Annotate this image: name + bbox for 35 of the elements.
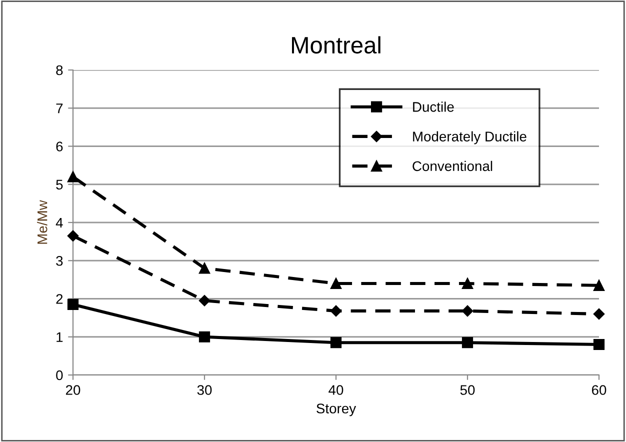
y-tick-label: 4 [56,218,63,228]
y-tick-label: 1 [56,332,63,342]
point [67,298,79,310]
y-tick-label: 5 [56,180,63,190]
point [593,338,605,350]
point [67,171,79,182]
legend-label: Conventional [412,160,492,172]
legend-label: Moderately Ductile [413,131,526,144]
x-tick-label: 30 [197,385,212,395]
x-axis-title: Storey [316,404,356,416]
y-axis-title: Me/Mw [37,200,48,244]
point [198,295,210,306]
y-tick-label: 0 [56,370,63,380]
chart-title: Montreal [292,36,380,54]
point [198,331,210,342]
y-tick-label: 7 [56,104,63,114]
x-tick-label: 20 [66,385,80,395]
point [330,337,342,348]
y-tick-label: 6 [56,142,63,152]
point [330,305,342,317]
y-tick-label: 3 [56,256,63,266]
x-tick-label: 40 [328,385,344,395]
legend-label: Ductile [413,102,454,112]
point [198,262,210,274]
x-tick-label: 60 [592,385,606,395]
point [462,278,474,290]
y-tick-label: 8 [56,65,63,76]
point [462,305,474,317]
point [593,280,605,291]
x-tick-label: 50 [460,385,475,395]
point [462,337,474,348]
y-tick-label: 2 [56,294,63,304]
point [330,278,342,290]
point [593,308,605,320]
point [67,230,79,242]
